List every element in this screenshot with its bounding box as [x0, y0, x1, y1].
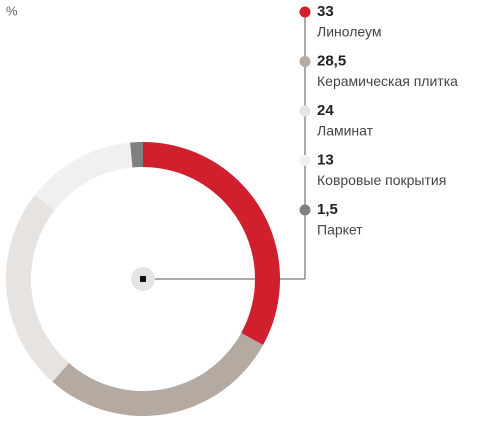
- legend-label: Ламинат: [317, 123, 374, 139]
- donut-segment: [34, 142, 133, 211]
- legend-dot: [299, 56, 311, 67]
- donut-segment: [143, 142, 280, 346]
- legend-dot: [299, 155, 311, 166]
- donut-segment: [52, 332, 264, 416]
- value-label: 13: [317, 151, 334, 168]
- donut-segment: [130, 142, 143, 168]
- legend-label: Керамическая плитка: [317, 73, 458, 89]
- legend-label: Паркет: [317, 222, 363, 238]
- legend-dot: [299, 204, 311, 216]
- center-marker: [140, 276, 146, 282]
- value-label: 33: [317, 3, 334, 20]
- value-label: 24: [317, 102, 334, 119]
- donut-segment: [5, 195, 69, 382]
- legend-label: Линолеум: [317, 24, 381, 40]
- value-label: 28,5: [317, 52, 346, 69]
- unit-label: %: [6, 3, 18, 18]
- legend-dot: [299, 6, 311, 18]
- value-label: 1,5: [317, 201, 338, 218]
- legend-dot: [299, 105, 311, 117]
- legend-label: Ковровые покрытия: [317, 172, 446, 188]
